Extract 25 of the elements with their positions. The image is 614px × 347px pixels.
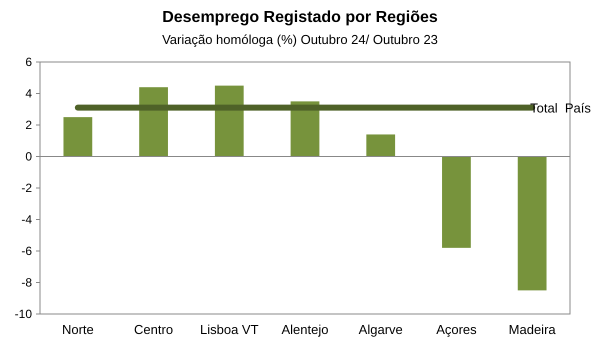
y-tick-label: -4	[21, 212, 32, 226]
bar	[366, 134, 396, 156]
y-tick-label: -8	[21, 276, 32, 290]
y-tick-label: -10	[14, 307, 32, 321]
ref-line-label: Total País	[530, 100, 592, 116]
y-tick-label: -6	[21, 244, 32, 258]
y-tick-label: 0	[25, 150, 32, 164]
x-tick-label: Lisboa VT	[200, 322, 259, 337]
x-tick-label: Açores	[436, 322, 478, 337]
x-tick-label: Algarve	[358, 322, 403, 337]
x-tick-label: Alentejo	[282, 322, 328, 337]
bar	[518, 156, 547, 290]
x-tick-label: Centro	[134, 322, 174, 337]
x-tick-label: Madeira	[508, 322, 556, 337]
x-tick-label: Norte	[62, 322, 94, 337]
y-tick-label: 6	[25, 55, 32, 69]
chart-subtitle: Variação homóloga (%) Outubro 24/ Outubro 23	[162, 32, 438, 47]
y-tick-label: 2	[25, 118, 32, 132]
bar	[139, 87, 168, 156]
chart-title: Desemprego Registado por Regiões	[162, 9, 438, 26]
bar	[214, 86, 244, 156]
bar	[63, 117, 92, 156]
y-tick-label: -2	[21, 181, 32, 195]
bar	[442, 156, 471, 248]
y-tick-label: 4	[25, 86, 32, 100]
